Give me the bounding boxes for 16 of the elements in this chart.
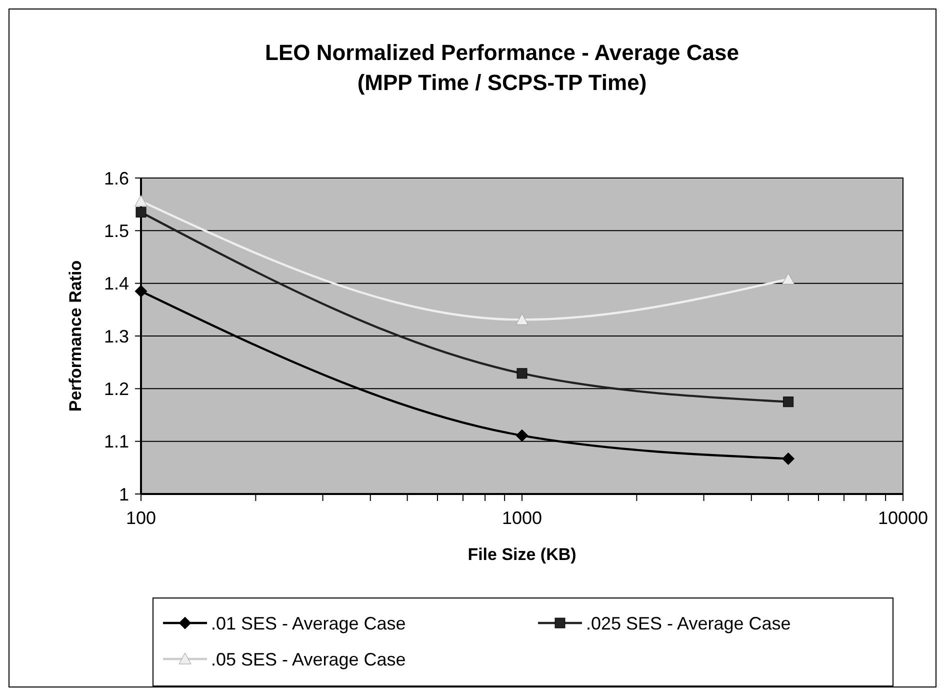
x-axis-title: File Size (KB) bbox=[468, 545, 576, 564]
y-tick-label: 1.6 bbox=[104, 168, 129, 188]
chart-title: LEO Normalized Performance - Average Case (MPP Time / SCPS-TP Time) bbox=[265, 40, 739, 95]
x-tick-label: 100 bbox=[126, 508, 156, 528]
y-tick-label: 1.2 bbox=[104, 378, 129, 399]
legend-label: .05 SES - Average Case bbox=[211, 649, 406, 670]
y-tick-label: 1.5 bbox=[104, 220, 129, 241]
legend-label: .01 SES - Average Case bbox=[211, 613, 406, 634]
x-tick-label: 1000 bbox=[502, 508, 542, 528]
y-tick-label: 1.4 bbox=[104, 274, 129, 294]
y-axis-title: Performance Ratio bbox=[66, 260, 85, 412]
x-tick-label: 10000 bbox=[878, 508, 928, 528]
legend-label: .025 SES - Average Case bbox=[586, 613, 791, 634]
y-tick-label: 1.3 bbox=[104, 326, 129, 346]
y-tick-label: 1.1 bbox=[104, 432, 129, 452]
y-tick-label: 1 bbox=[118, 484, 129, 504]
